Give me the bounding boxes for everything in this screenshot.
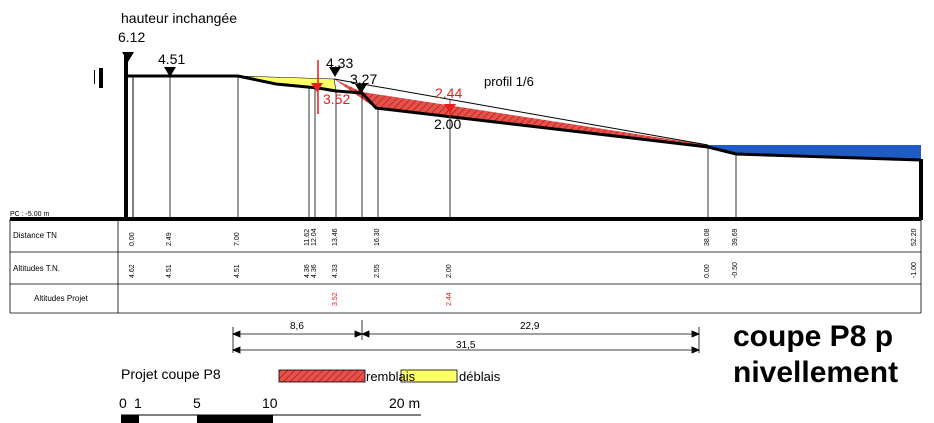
distance-value: 39.69 xyxy=(732,228,739,246)
marker-triangle-left xyxy=(122,52,134,62)
row-label-project-altitudes: Altitudes Projet xyxy=(34,294,88,303)
distance-value: 2.49 xyxy=(166,232,173,246)
tn-altitude-value: 4.51 xyxy=(234,264,241,278)
distance-value: 52.20 xyxy=(911,228,918,246)
marker-triangle-step xyxy=(355,84,367,94)
row-label-distance: Distance TN xyxy=(13,231,57,240)
tn-altitude-value: -1.00 xyxy=(911,262,918,278)
elevation-label-tn-lower: 2.00 xyxy=(434,116,462,132)
project-altitude-value: 2.44 xyxy=(446,292,453,306)
left-marker-thin xyxy=(94,70,95,84)
scale-tick-0: 0 xyxy=(119,395,127,411)
tn-altitude-value: 4.51 xyxy=(166,264,173,278)
data-table-grid xyxy=(9,219,922,314)
legend-fill-swatch xyxy=(278,369,366,383)
distance-value: 0.00 xyxy=(129,232,136,246)
legend-fill-label: remblais xyxy=(366,369,416,384)
row-label-tn-altitudes: Altitudes T.N. xyxy=(13,264,60,273)
marker-triangle-upper xyxy=(329,67,341,77)
marker-triangle-crest xyxy=(164,67,176,77)
dimension-span-b: 22,9 xyxy=(520,321,540,332)
project-profile-line xyxy=(333,78,709,146)
dimension-total: 31,5 xyxy=(456,340,476,351)
profile-label: profil 1/6 xyxy=(484,74,534,89)
distance-value: 12.04 xyxy=(311,228,318,246)
tn-altitude-value: 2.55 xyxy=(374,264,381,278)
terrain-profile-line xyxy=(126,74,922,162)
scale-tick-1: 1 xyxy=(134,395,142,411)
scale-bar xyxy=(121,414,421,423)
heading-line-2: nivellement xyxy=(733,356,899,389)
distance-value: 7.00 xyxy=(234,232,241,246)
tn-altitude-value: 0.00 xyxy=(704,264,711,278)
dimension-span-a: 8,6 xyxy=(290,321,304,332)
legend-title: Projet coupe P8 xyxy=(121,366,221,382)
tn-altitude-value: -0.50 xyxy=(732,262,739,278)
dimension-lines xyxy=(231,320,701,354)
elevation-label-left-wall: 6.12 xyxy=(118,29,146,45)
station-lines xyxy=(169,76,737,219)
fill-area-lower xyxy=(362,92,708,147)
scale-tick-10: 10 xyxy=(262,395,278,411)
tn-altitude-value: 4.36 xyxy=(311,264,318,278)
tn-altitude-value: 2.00 xyxy=(446,264,453,278)
heading-line-1: coupe P8 p xyxy=(733,320,894,353)
elevation-label-project-mid: 3.52 xyxy=(323,91,351,107)
heading-clip: coupe P8 p nivellement xyxy=(733,320,934,400)
scale-tick-20: 20 m xyxy=(389,395,421,411)
marker-triangle-project xyxy=(311,83,323,92)
elevation-label-step: 3.27 xyxy=(350,71,378,87)
marker-triangle-project-lower xyxy=(444,104,456,113)
elevation-label-project-lower: 2.44 xyxy=(435,85,463,101)
unchanged-height-note: hauteur inchangée xyxy=(121,10,237,26)
water-body xyxy=(708,145,921,159)
distance-value: 13.46 xyxy=(332,228,339,246)
tn-altitude-value: 4.62 xyxy=(129,264,136,278)
elevation-label-upper: 4.33 xyxy=(326,55,354,71)
legend-cut-swatch xyxy=(400,369,458,383)
tn-altitude-value: 4.36 xyxy=(304,264,311,278)
left-marker xyxy=(99,68,103,88)
project-altitude-value: 3.52 xyxy=(332,292,339,306)
tn-altitude-value: 4.33 xyxy=(332,264,339,278)
distance-value: 11.62 xyxy=(304,229,311,246)
scale-tick-5: 5 xyxy=(193,395,201,411)
reference-plane-label: PC : -5.00 m xyxy=(10,211,50,218)
distance-value: 38.08 xyxy=(704,228,711,246)
elevation-label-crest: 4.51 xyxy=(158,51,186,67)
legend-cut-label: déblais xyxy=(459,369,501,384)
distance-value: 16.30 xyxy=(374,228,381,246)
